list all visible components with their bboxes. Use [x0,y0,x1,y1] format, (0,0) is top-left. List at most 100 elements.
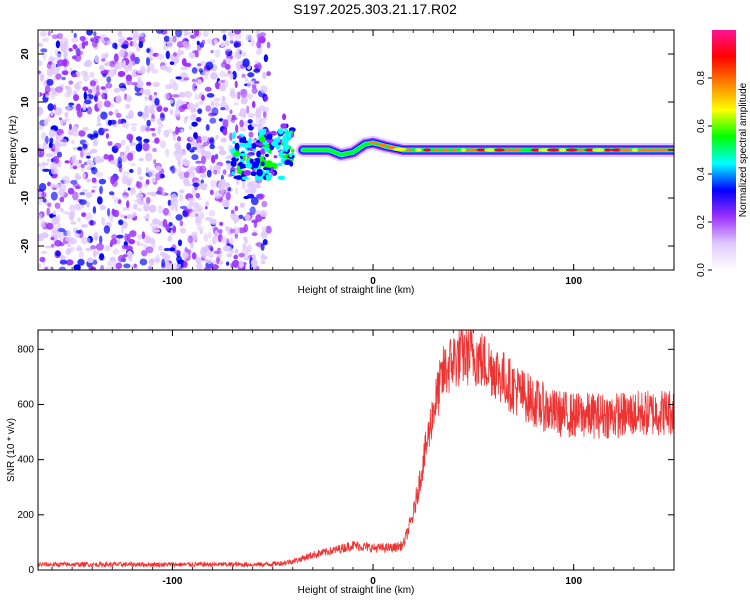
spectrogram-noise-blob [244,189,251,194]
spectrogram-noise-blob [86,155,91,159]
spectrogram-noise-blob [83,61,92,68]
colorbar-gradient [712,30,736,270]
spectrogram-noise-blob [127,187,131,191]
spectrogram-noise-blob [110,176,116,185]
spectrogram-noise-blob [59,133,64,141]
spectrogram-noise-blob [175,30,183,38]
spectrogram-noise-blob [240,96,248,105]
spectrogram-noise-blob [44,85,51,94]
spectrogram-noise-blob [157,186,163,195]
spectrogram-noise-blob [210,49,214,54]
spectrogram-noise-blob [41,250,48,254]
spectrogram-noise-blob [228,173,233,177]
spectrogram-noise-blob [141,113,148,120]
spectrogram-noise-blob [130,53,136,62]
spectrogram-xlabel: Height of straight line (km) [298,285,415,296]
spectrogram-noise-blob [143,88,152,96]
spectrogram-noise-blob [194,50,199,58]
spectrogram-noise-blob [214,153,219,160]
spectrogram-noise-blob [53,230,61,238]
spectrogram-noise-blob [81,41,86,49]
spectrogram-noise-blob [77,258,85,266]
spectrogram-signal-peak [631,148,639,152]
spectrogram-noise-blob [86,159,93,166]
spectrogram-noise-blob [143,216,149,220]
spectrogram-noise-blob [107,260,114,267]
spectrogram-noise-blob [47,61,53,65]
spectrogram-noise-blob [143,138,150,143]
spectrogram-noise-blob [201,39,206,45]
spectrogram-noise-blob [250,258,258,267]
spectrogram-noise-blob [124,215,128,219]
spectrogram-signal-peak [476,148,487,152]
spectrogram-transition-blob [265,174,273,179]
spectrogram-noise-blob [178,166,182,175]
spectrogram-noise-blob [145,246,154,254]
spectrogram-noise-blob [122,171,131,177]
spectrogram-noise-blob [99,235,103,245]
spectrogram-ytick-label: 20 [20,48,31,60]
spectrogram-signal-peak [450,148,458,152]
spectrogram-noise-blob [55,250,61,257]
spectrogram-noise-blob [122,122,126,128]
spectrogram-noise-blob [82,126,89,132]
spectrogram-noise-blob [131,126,137,132]
spectrogram-noise-blob [213,250,221,255]
spectrogram-noise-blob [65,259,74,266]
spectrogram-noise-blob [240,88,248,98]
spectrogram-noise-blob [163,45,168,51]
spectrogram-transition-blob [270,130,277,136]
spectrogram-noise-blob [168,221,173,227]
spectrogram-noise-blob [207,251,214,258]
spectrogram-noise-blob [151,177,156,183]
spectrogram-signal-peak [604,148,612,152]
spectrogram-noise-blob [259,32,267,37]
spectrogram-noise-blob [133,33,141,38]
spectrogram-noise-blob [40,48,48,53]
spectrogram-noise-blob [128,255,133,263]
spectrogram-noise-blob [148,258,155,266]
spectrogram-noise-blob [200,155,207,165]
spectrogram-noise-blob [233,42,242,48]
spectrogram-noise-blob [174,108,181,118]
spectrogram-noise-blob [86,237,91,244]
spectrogram-noise-blob [172,82,179,91]
spectrogram-noise-blob [72,146,79,151]
spectrogram-noise-blob [258,123,262,128]
spectrogram-noise-blob [63,50,68,58]
spectrogram-noise-blob [244,77,249,82]
spectrogram-noise-blob [109,119,117,125]
spectrogram-noise-blob [81,224,88,228]
spectrogram-noise-blob [124,66,129,73]
spectrogram-noise-blob [125,94,132,103]
spectrogram-noise-blob [101,92,107,100]
spectrogram-noise-blob [98,37,105,42]
spectrogram-noise-blob [255,49,262,55]
spectrogram-signal-peak [423,148,432,152]
spectrogram-noise-blob [175,103,179,111]
spectrogram-noise-blob [69,246,75,253]
spectrogram-noise-blob [195,160,202,164]
spectrogram-noise-blob [180,128,184,133]
spectrogram-noise-blob [115,112,122,119]
spectrogram-noise-blob [191,146,198,151]
spectrogram-noise-blob [43,118,49,127]
spectrogram-noise-blob [251,100,256,109]
spectrogram-noise-blob [155,30,164,34]
spectrogram-signal-peak [577,148,584,152]
spectrogram-noise-blob [182,251,189,260]
spectrogram-noise-blob [157,105,163,112]
spectrogram-noise-blob [159,140,166,149]
spectrogram-noise-blob [101,58,106,62]
spectrogram-noise-blob [206,169,212,178]
spectrogram-signal-peak [584,148,595,152]
spectrogram-noise-blob [195,216,201,224]
spectrogram-noise-blob [164,84,173,90]
spectrogram-noise-blob [147,191,154,195]
spectrogram-signal-peak [530,148,541,152]
snr-frame [37,329,675,571]
spectrogram-noise-blob [47,181,51,187]
spectrogram-noise-blob [194,102,199,109]
spectrogram-noise-blob [83,91,88,101]
spectrogram-noise-blob [137,234,143,240]
